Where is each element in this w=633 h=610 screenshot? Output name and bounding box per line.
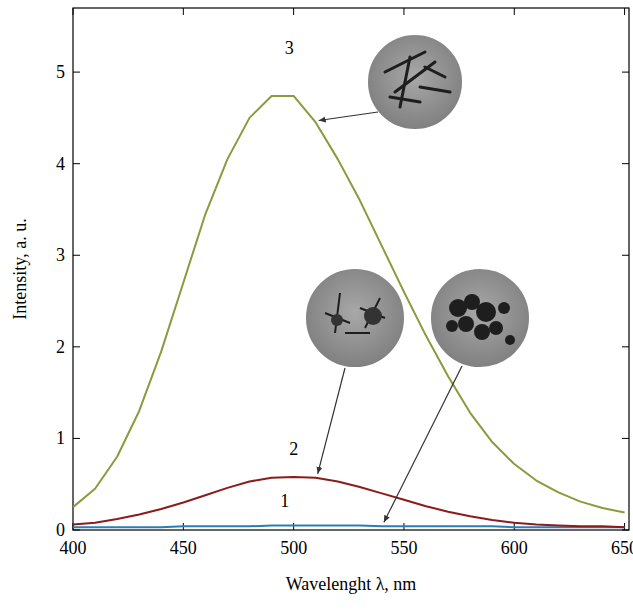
curve bbox=[73, 96, 625, 513]
y-tick bbox=[622, 530, 629, 531]
chart: 400 450 500 550 600 650 0 1 2 3 4 5 Wavelenght λ, nm… bbox=[0, 0, 633, 610]
y-tick bbox=[622, 255, 629, 256]
x-tick bbox=[293, 523, 294, 530]
y-axis-title: Intensity, a. u. bbox=[10, 218, 30, 319]
micrograph-inset bbox=[367, 34, 463, 130]
y-tick-label: 0 bbox=[56, 520, 65, 540]
pointer-arrow bbox=[384, 366, 462, 522]
curve-label: 1 bbox=[280, 491, 289, 511]
y-tick-label: 4 bbox=[56, 154, 65, 174]
x-tick-label: 650 bbox=[611, 538, 633, 558]
micrograph-inset bbox=[430, 268, 530, 368]
x-tick bbox=[624, 8, 625, 15]
x-tick bbox=[514, 8, 515, 15]
plot-frame bbox=[73, 8, 629, 530]
x-tick-label: 500 bbox=[280, 538, 307, 558]
x-tick bbox=[403, 8, 404, 15]
y-tick bbox=[73, 255, 80, 256]
y-tick bbox=[73, 72, 80, 73]
x-tick bbox=[183, 8, 184, 15]
y-tick-label: 2 bbox=[56, 337, 65, 357]
y-tick-label: 1 bbox=[56, 428, 65, 448]
y-tick bbox=[73, 530, 80, 531]
pointer-arrow bbox=[319, 112, 378, 120]
micrograph-inset bbox=[305, 268, 405, 368]
curve-label: 2 bbox=[289, 439, 298, 459]
x-tick bbox=[293, 8, 294, 15]
y-tick bbox=[622, 346, 629, 347]
y-tick bbox=[73, 438, 80, 439]
pointer-arrow bbox=[318, 368, 345, 474]
y-tick-label: 3 bbox=[56, 245, 65, 265]
x-axis-title: Wavelenght λ, nm bbox=[286, 574, 417, 594]
x-tick-label: 600 bbox=[501, 538, 528, 558]
x-tick bbox=[73, 8, 74, 15]
curve-label: 3 bbox=[285, 38, 294, 58]
y-tick bbox=[622, 163, 629, 164]
y-tick bbox=[73, 163, 80, 164]
y-tick bbox=[73, 346, 80, 347]
x-tick-label: 550 bbox=[390, 538, 417, 558]
y-tick bbox=[622, 438, 629, 439]
x-tick-label: 400 bbox=[60, 538, 87, 558]
y-tick bbox=[622, 72, 629, 73]
y-tick-label: 5 bbox=[56, 62, 65, 82]
x-tick-label: 450 bbox=[170, 538, 197, 558]
plot-area bbox=[73, 96, 625, 527]
